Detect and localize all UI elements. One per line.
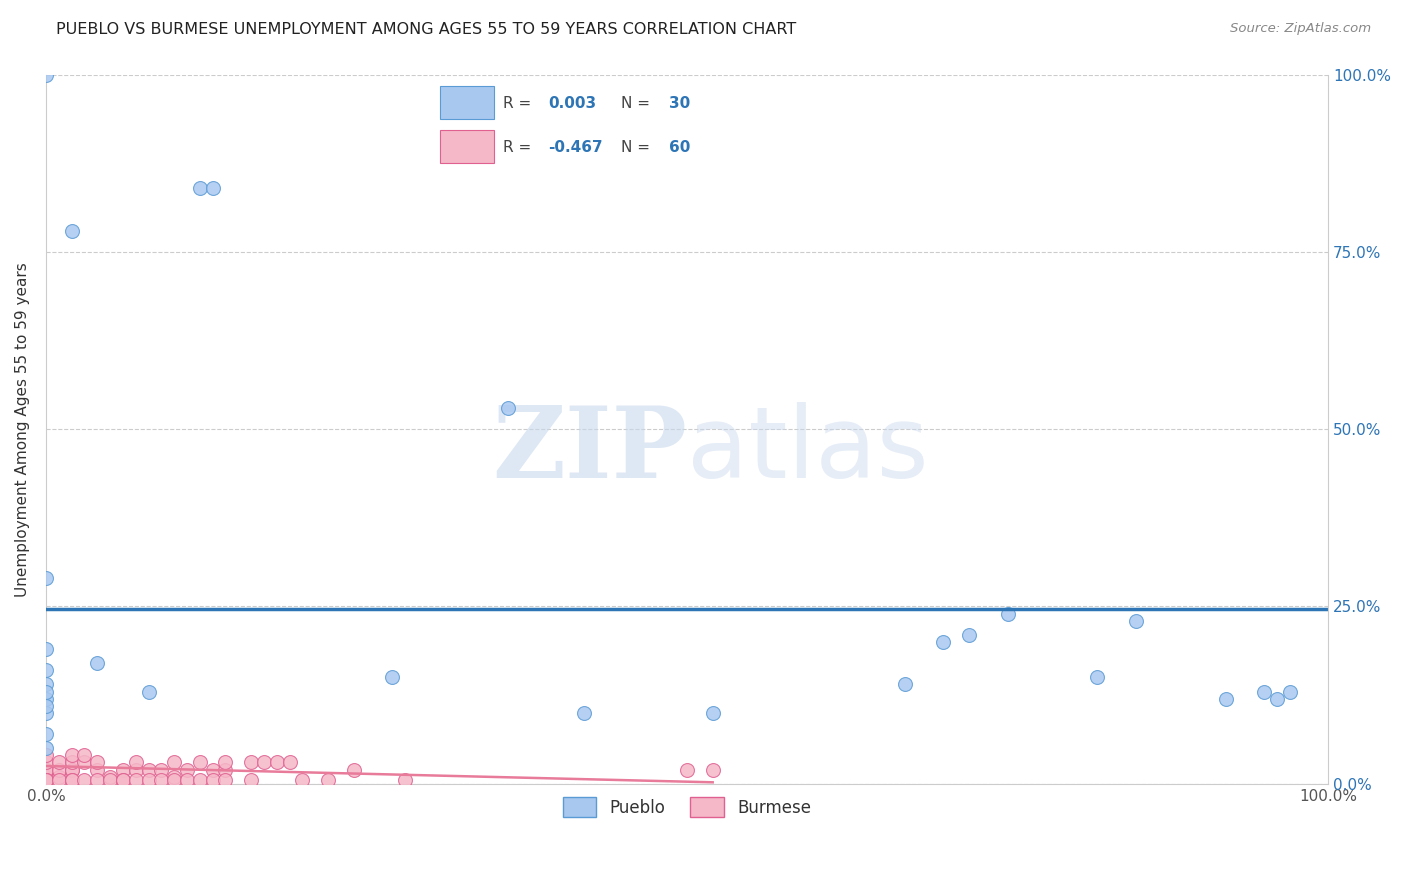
Text: PUEBLO VS BURMESE UNEMPLOYMENT AMONG AGES 55 TO 59 YEARS CORRELATION CHART: PUEBLO VS BURMESE UNEMPLOYMENT AMONG AGE…: [56, 22, 796, 37]
Point: [111, 773, 134, 788]
Point: [35, 770, 58, 784]
Point: [35, 691, 58, 706]
Point: [240, 773, 263, 788]
Point: [73, 748, 96, 763]
Point: [35, 773, 58, 788]
Point: [73, 756, 96, 770]
Point: [35, 68, 58, 82]
Point: [35, 642, 58, 657]
Point: [73, 773, 96, 788]
Point: [35, 684, 58, 698]
Point: [60, 763, 83, 777]
Point: [150, 763, 173, 777]
Point: [702, 706, 724, 720]
Point: [894, 677, 917, 691]
Point: [253, 756, 276, 770]
Point: [278, 756, 301, 770]
Point: [48, 763, 70, 777]
Point: [150, 773, 173, 788]
Point: [381, 670, 404, 684]
Point: [138, 773, 160, 788]
Point: [35, 741, 58, 756]
Point: [60, 748, 83, 763]
Point: [60, 773, 83, 788]
Point: [676, 763, 699, 777]
Point: [214, 773, 236, 788]
Point: [176, 763, 198, 777]
Point: [98, 773, 121, 788]
Point: [35, 763, 58, 777]
Point: [35, 727, 58, 741]
Point: [35, 748, 58, 763]
Point: [201, 763, 224, 777]
Text: atlas: atlas: [688, 402, 929, 499]
Point: [291, 773, 314, 788]
Point: [702, 763, 724, 777]
Point: [932, 635, 955, 649]
Point: [138, 684, 160, 698]
Point: [214, 756, 236, 770]
Point: [125, 773, 148, 788]
Point: [35, 698, 58, 713]
Point: [35, 773, 58, 788]
Point: [48, 756, 70, 770]
Point: [1265, 691, 1288, 706]
Point: [1125, 614, 1147, 628]
Point: [188, 756, 211, 770]
Text: Source: ZipAtlas.com: Source: ZipAtlas.com: [1230, 22, 1371, 36]
Point: [35, 756, 58, 770]
Point: [1253, 684, 1275, 698]
Point: [496, 401, 519, 415]
Point: [343, 763, 366, 777]
Point: [60, 763, 83, 777]
Point: [35, 770, 58, 784]
Point: [957, 628, 980, 642]
Point: [201, 181, 224, 195]
Point: [86, 763, 108, 777]
Point: [163, 770, 186, 784]
Point: [316, 773, 339, 788]
Point: [138, 763, 160, 777]
Point: [163, 756, 186, 770]
Point: [35, 677, 58, 691]
Point: [35, 773, 58, 788]
Point: [394, 773, 416, 788]
Point: [86, 773, 108, 788]
Point: [111, 773, 134, 788]
Point: [35, 763, 58, 777]
Legend: Pueblo, Burmese: Pueblo, Burmese: [554, 789, 820, 825]
Point: [35, 571, 58, 585]
Point: [201, 773, 224, 788]
Point: [125, 763, 148, 777]
Point: [1278, 684, 1301, 698]
Point: [60, 773, 83, 788]
Point: [48, 770, 70, 784]
Point: [214, 763, 236, 777]
Point: [60, 756, 83, 770]
Point: [125, 756, 148, 770]
Point: [1085, 670, 1108, 684]
Point: [86, 656, 108, 670]
Point: [48, 773, 70, 788]
Point: [176, 773, 198, 788]
Point: [188, 773, 211, 788]
Point: [163, 773, 186, 788]
Point: [35, 663, 58, 677]
Point: [266, 756, 288, 770]
Point: [188, 181, 211, 195]
Point: [98, 770, 121, 784]
Point: [86, 756, 108, 770]
Point: [1215, 691, 1237, 706]
Point: [240, 756, 263, 770]
Y-axis label: Unemployment Among Ages 55 to 59 years: Unemployment Among Ages 55 to 59 years: [15, 261, 30, 597]
Point: [574, 706, 596, 720]
Point: [35, 706, 58, 720]
Text: ZIP: ZIP: [492, 402, 688, 499]
Point: [997, 607, 1019, 621]
Point: [111, 763, 134, 777]
Point: [60, 223, 83, 237]
